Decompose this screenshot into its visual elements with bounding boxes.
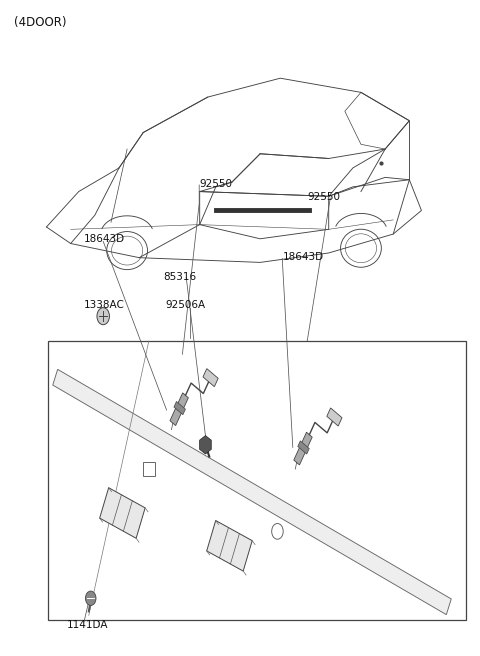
Bar xyxy=(143,462,155,476)
Polygon shape xyxy=(298,441,309,454)
Text: 18643D: 18643D xyxy=(283,252,324,262)
Polygon shape xyxy=(174,401,185,415)
Circle shape xyxy=(272,523,283,539)
Text: 92506A: 92506A xyxy=(166,300,206,310)
Polygon shape xyxy=(327,408,342,426)
Bar xyxy=(48,341,466,620)
Text: 85316: 85316 xyxy=(163,272,196,282)
Text: (4DOOR): (4DOOR) xyxy=(14,16,67,30)
Polygon shape xyxy=(294,432,312,465)
Text: 1141DA: 1141DA xyxy=(67,619,108,630)
Text: 18643D: 18643D xyxy=(84,234,125,245)
Polygon shape xyxy=(53,369,451,615)
Circle shape xyxy=(97,308,109,325)
Text: 92550: 92550 xyxy=(199,178,232,189)
Text: 1338AC: 1338AC xyxy=(84,300,125,310)
Polygon shape xyxy=(207,520,252,571)
Polygon shape xyxy=(170,393,188,426)
Circle shape xyxy=(85,591,96,605)
Polygon shape xyxy=(100,487,145,539)
Polygon shape xyxy=(203,369,218,386)
Text: 92550: 92550 xyxy=(307,192,340,202)
